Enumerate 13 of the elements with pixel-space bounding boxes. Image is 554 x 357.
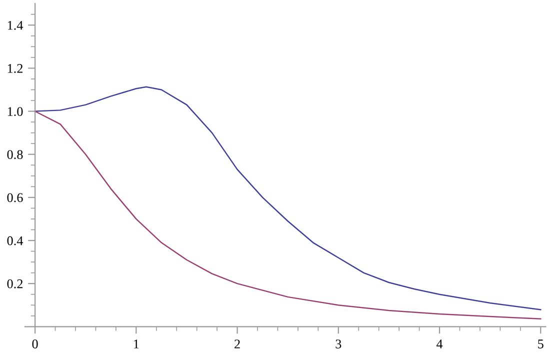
y-tick-label: 1.0 <box>8 107 23 116</box>
x-tick-label: 4 <box>436 340 443 348</box>
x-tick-label: 1 <box>134 340 139 348</box>
y-tick-label: 1.4 <box>8 20 24 30</box>
x-tick-label: 3 <box>336 340 342 348</box>
y-tick-label: 0.4 <box>7 236 24 246</box>
x-tick-label: 0 <box>32 340 38 348</box>
y-tick-label: 0.2 <box>7 279 23 288</box>
y-tick-label: 0.6 <box>7 193 23 202</box>
x-tick-label: 5 <box>538 340 544 348</box>
y-tick-label: 1.2 <box>8 64 23 73</box>
x-tick-label: 2 <box>234 340 240 348</box>
y-tick-label: 0.8 <box>7 150 23 160</box>
